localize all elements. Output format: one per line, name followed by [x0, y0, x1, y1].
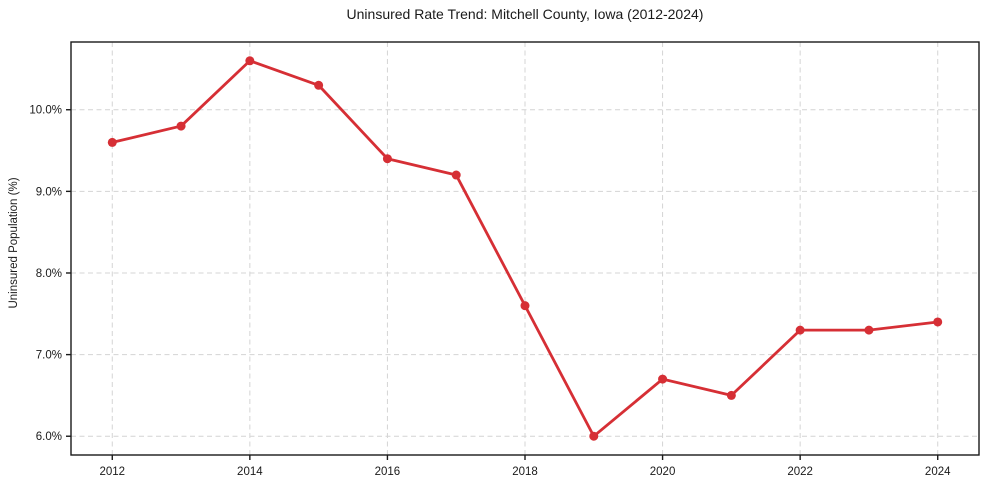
data-point-2012	[107, 137, 117, 147]
data-point-2021	[726, 390, 736, 400]
x-tick-label: 2020	[650, 466, 676, 478]
y-tick-label: 10.0%	[29, 105, 62, 117]
x-tick-label: 2014	[237, 466, 263, 478]
x-tick-label: 2012	[99, 466, 125, 478]
data-point-2016	[382, 154, 392, 164]
data-point-2022	[795, 325, 805, 335]
data-point-2015	[314, 80, 324, 90]
data-point-2017	[451, 170, 461, 180]
y-tick-label: 8.0%	[36, 268, 62, 280]
data-point-2018	[520, 301, 530, 311]
data-point-2013	[176, 121, 186, 131]
data-point-2023	[864, 325, 874, 335]
y-tick-label: 7.0%	[36, 350, 62, 362]
data-point-2019	[589, 431, 599, 441]
y-tick-label: 9.0%	[36, 186, 62, 198]
x-tick-label: 2016	[375, 466, 401, 478]
x-tick-label: 2024	[925, 466, 951, 478]
x-tick-label: 2022	[787, 466, 813, 478]
x-tick-label: 2018	[512, 466, 538, 478]
data-point-2024	[933, 317, 943, 327]
y-tick-label: 6.0%	[36, 431, 62, 443]
data-point-2014	[245, 56, 255, 66]
data-point-2020	[658, 374, 668, 384]
chart-title: Uninsured Rate Trend: Mitchell County, I…	[346, 6, 704, 22]
